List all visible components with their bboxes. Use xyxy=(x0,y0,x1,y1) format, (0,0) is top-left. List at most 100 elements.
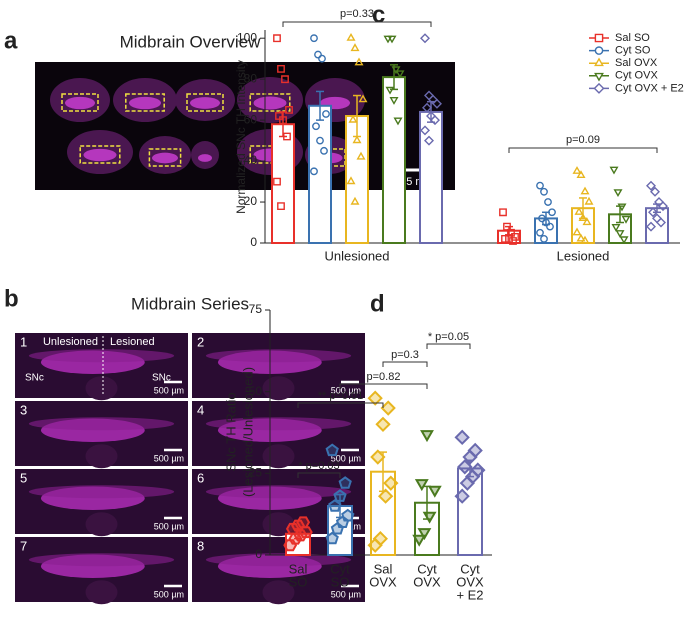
data-point xyxy=(576,233,586,242)
data-point xyxy=(457,459,473,475)
data-point xyxy=(578,213,588,222)
panel-title: Midbrain Series xyxy=(131,294,249,313)
data-point xyxy=(580,235,590,244)
section-number: 2 xyxy=(197,334,204,349)
section-number: 7 xyxy=(20,538,27,553)
data-point xyxy=(320,146,328,155)
region-label: SNc xyxy=(152,373,171,384)
data-point xyxy=(370,449,386,465)
y-tick-label: 0 xyxy=(250,235,257,249)
data-point xyxy=(341,508,355,522)
legend-marker xyxy=(594,57,604,67)
scale-label: 500 µm xyxy=(154,453,184,463)
data-point xyxy=(383,475,399,491)
x-tick-label: SO xyxy=(331,574,350,589)
error-bar xyxy=(616,205,624,224)
data-point xyxy=(454,488,470,504)
th-signal xyxy=(28,349,175,363)
data-point xyxy=(538,214,546,223)
data-point xyxy=(310,167,318,176)
data-point xyxy=(499,208,507,217)
roi-box xyxy=(148,148,182,167)
roi-box xyxy=(79,145,121,164)
data-point xyxy=(420,33,430,44)
data-point xyxy=(350,196,360,205)
y-tick-label: 40 xyxy=(244,153,258,167)
data-point xyxy=(375,416,391,433)
significance-bracket xyxy=(297,472,341,478)
side-label: Lesioned xyxy=(110,336,155,348)
error-bar xyxy=(466,459,474,478)
data-point xyxy=(346,33,356,41)
data-point xyxy=(424,135,434,146)
data-point xyxy=(584,196,594,205)
legend-marker xyxy=(594,33,604,43)
data-point xyxy=(372,530,389,547)
data-point xyxy=(505,234,513,243)
midline xyxy=(262,444,295,469)
x-tick-label: SO xyxy=(289,574,308,589)
side-label: Unlesioned xyxy=(43,336,98,348)
data-point xyxy=(358,94,368,103)
data-point xyxy=(454,429,470,446)
data-point xyxy=(420,430,434,443)
data-point xyxy=(285,105,293,114)
th-signal xyxy=(28,417,175,431)
data-point xyxy=(338,476,352,489)
significance-label: * p=0.05 xyxy=(428,331,469,343)
significance-label: ** p=0.01 xyxy=(318,390,364,402)
midline xyxy=(262,376,295,401)
data-point xyxy=(580,186,590,195)
legend-label: Cyt OVX xyxy=(615,70,658,82)
data-point xyxy=(412,534,427,547)
data-point xyxy=(279,116,287,125)
panel-label: b xyxy=(4,285,19,312)
legend-marker xyxy=(594,72,604,82)
significance-label: * p=0.03 xyxy=(298,460,339,472)
panel-title: Midbrain Overview xyxy=(120,32,261,51)
data-point xyxy=(656,217,666,228)
midline xyxy=(85,512,118,537)
th-signal xyxy=(83,148,117,162)
legend-label: Cyt OVX + E2 xyxy=(615,82,684,94)
data-point xyxy=(420,125,430,136)
data-point xyxy=(312,122,320,131)
error-bar xyxy=(294,528,302,540)
data-point xyxy=(346,176,356,185)
scale-label: 500 µm xyxy=(331,385,361,395)
y-tick-label: 25 xyxy=(249,466,263,480)
th-signal xyxy=(205,349,352,363)
data-point xyxy=(572,166,582,174)
legend-marker xyxy=(593,82,605,94)
midline xyxy=(85,580,118,605)
data-point xyxy=(648,207,658,218)
scale-label: 500 µm xyxy=(331,589,361,599)
significance-bracket xyxy=(382,361,428,367)
data-point xyxy=(427,485,442,498)
th-signal xyxy=(28,553,175,567)
error-bar xyxy=(353,94,361,138)
data-point xyxy=(354,57,364,66)
significance-bracket xyxy=(297,402,384,408)
th-signal xyxy=(152,152,178,164)
data-point xyxy=(470,462,486,478)
x-tick-label: OVX xyxy=(369,574,397,589)
error-bar xyxy=(505,225,513,236)
data-point xyxy=(646,180,656,191)
section-number: 3 xyxy=(20,402,27,417)
bar xyxy=(382,76,406,244)
section-number: 5 xyxy=(20,470,27,485)
data-point xyxy=(609,166,619,175)
significance-bracket xyxy=(282,21,432,27)
data-point xyxy=(393,117,403,126)
x-tick-label: Unlesioned xyxy=(324,248,389,263)
y-tick-label: 80 xyxy=(244,71,258,85)
data-point xyxy=(273,34,281,43)
legend-entry: Sal OVX xyxy=(589,57,658,69)
data-point xyxy=(281,75,289,84)
panel-label: d xyxy=(370,290,385,317)
midline xyxy=(85,444,118,469)
significance-label: p=0.09 xyxy=(566,134,600,146)
data-point xyxy=(536,228,544,237)
data-point xyxy=(322,110,330,118)
